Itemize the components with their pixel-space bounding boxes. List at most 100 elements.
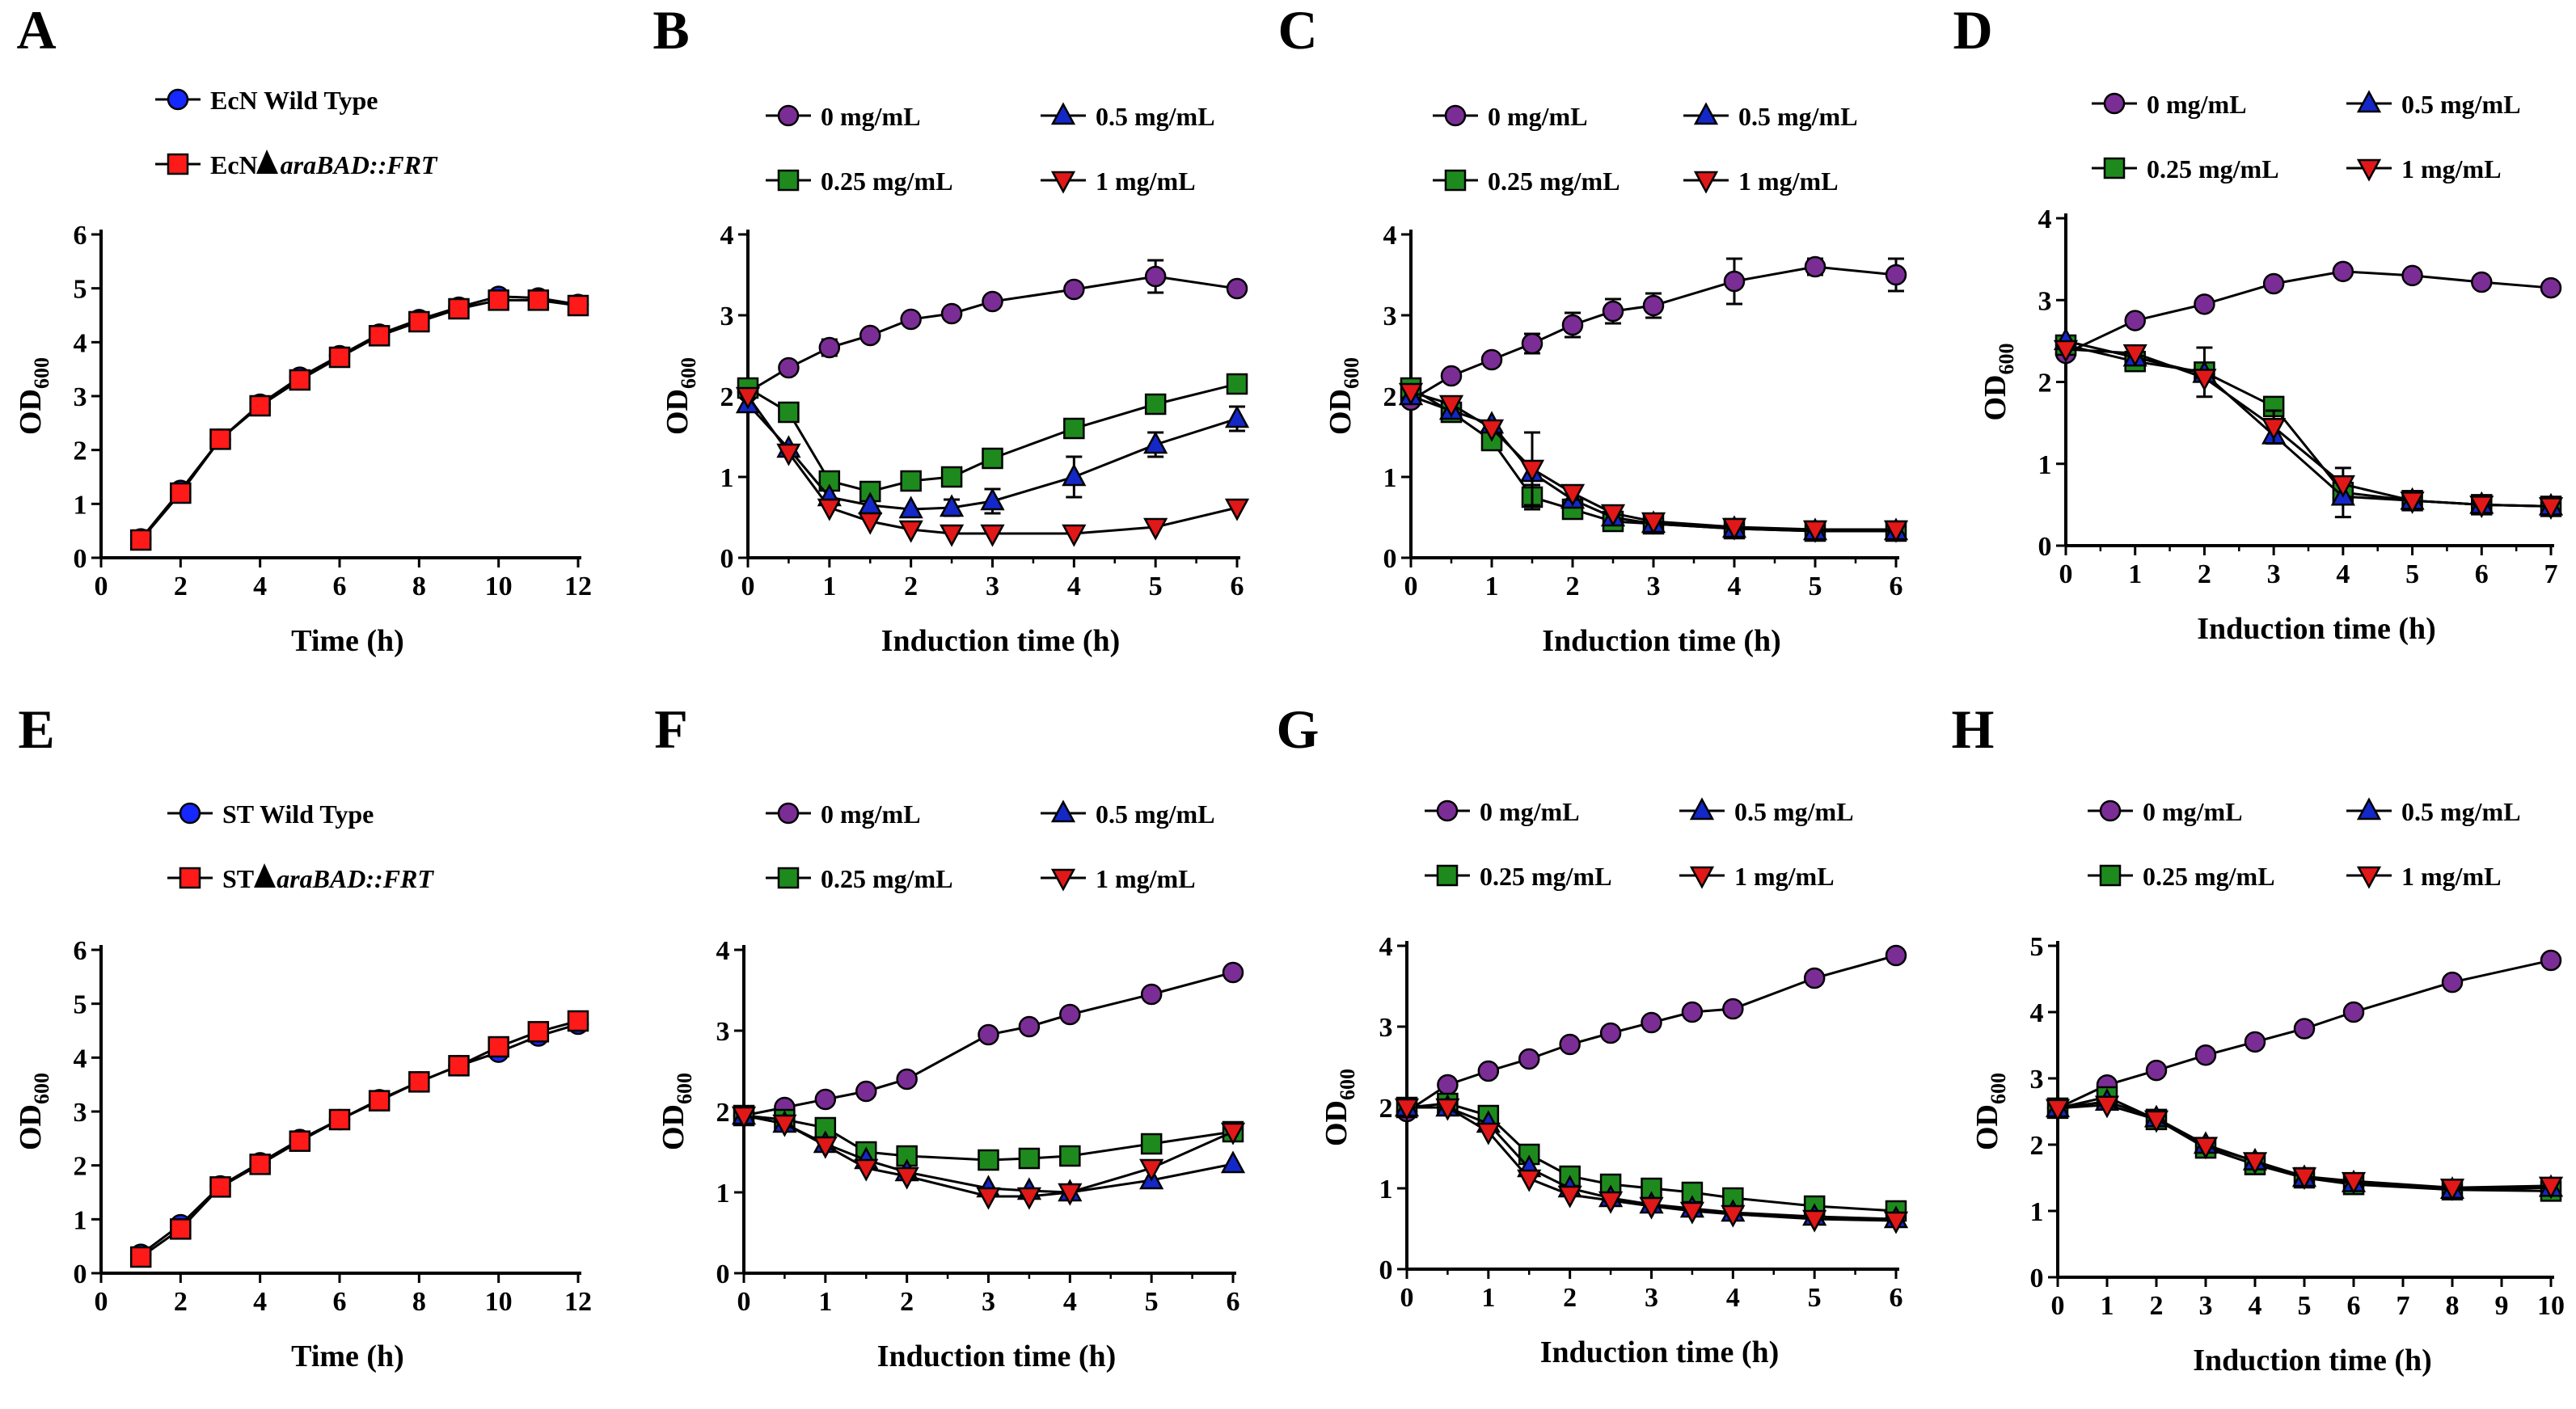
y-tick-label: 1 [2030,1197,2044,1227]
data-point [980,524,1005,547]
series-st [129,1010,589,1268]
data-point [2540,276,2562,299]
data-point [1681,1001,1704,1023]
series-st-wild-type [129,1013,589,1265]
data-point [1602,300,1624,323]
data-point [978,1149,999,1171]
y-tick-label: 1 [720,463,734,493]
panel-letter: C [1277,0,1317,61]
x-tick-label: 4 [1063,1287,1077,1317]
data-point [527,289,550,311]
data-point [1018,1015,1041,1038]
legend-label: EcN araBAD::FRT [210,150,438,179]
y-tick-label: 1 [74,1205,87,1235]
x-tick-label: 6 [1890,572,1903,601]
panel-c: C 0 1 2 3 4 0 1 2 3 4 5 6 Induction time (h) OD600 0 mg… [1277,0,1909,658]
series-line [743,1114,1234,1198]
legend-label: 0 mg/mL [2147,90,2247,119]
legend-label: 1 mg/mL [2401,862,2502,891]
data-point [1476,1122,1501,1145]
data-point [209,428,231,450]
data-point [2538,1176,2564,1200]
data-point [982,290,1003,313]
data-point [488,1036,509,1058]
x-tick-label: 5 [1809,572,1822,601]
x-tick-label: 10 [2537,1291,2565,1321]
data-point [448,297,470,320]
legend-marker [777,867,800,889]
y-tick-label: 4 [74,1044,87,1074]
y-tick-label: 0 [1379,1255,1393,1285]
x-tick-label: 6 [333,572,347,601]
data-point [2193,1137,2219,1160]
data-point [1519,459,1545,483]
data-point [2439,1179,2465,1201]
data-point [1641,1011,1662,1034]
legend-label: 0 mg/mL [821,102,921,131]
y-axis-label: OD600 [657,1073,696,1150]
data-point [976,1187,1001,1210]
data-point [1063,417,1085,440]
data-point [1885,944,1907,967]
data-point [2194,1044,2217,1066]
data-point [2045,1099,2071,1122]
legend-marker [1436,799,1459,822]
x-tick-label: 0 [741,572,755,601]
x-tick-label: 3 [986,572,999,601]
data-point [567,1010,589,1032]
legend-marker [777,802,800,825]
data-point [129,1246,152,1268]
y-tick-label: 4 [2038,205,2052,234]
x-tick-label: 2 [174,572,188,601]
data-point [1220,1122,1246,1145]
x-tick-label: 1 [2101,1291,2114,1321]
data-point [1018,1147,1041,1170]
data-point [818,336,841,359]
x-tick-label: 6 [1227,1287,1240,1317]
data-point [170,482,192,504]
legend-marker [777,169,800,192]
data-point [289,369,311,391]
data-point [1477,1060,1500,1082]
y-tick-label: 2 [2038,369,2052,399]
x-tick-label: 2 [2150,1291,2164,1321]
x-tick-label: 5 [1149,572,1163,601]
data-point [2469,496,2494,518]
y-tick-label: 3 [2030,1065,2044,1095]
data-point [1721,1204,1746,1228]
data-point [289,1130,311,1152]
data-point [982,447,1003,470]
series-1-mg-ml [2053,340,2564,521]
series-line [2065,270,2552,355]
data-point [1885,264,1907,286]
series-line [140,295,579,540]
legend-marker [1050,799,1076,823]
data-point [129,529,152,551]
legend-label: ST araBAD::FRT [222,864,434,893]
data-point [2122,344,2147,367]
data-point [1144,393,1167,416]
series-0-mg-ml [733,961,1244,1127]
data-point [2192,369,2217,392]
y-axis-label: OD600 [1320,1069,1359,1146]
legend-label: 0.25 mg/mL [1488,167,1620,196]
data-point [2540,949,2562,972]
y-tick-label: 2 [1383,382,1397,412]
y-tick-label: 0 [720,544,734,574]
data-point [2291,1167,2317,1190]
data-point [1063,278,1085,301]
x-axis-label: Induction time (h) [1540,1335,1780,1369]
x-tick-label: 2 [904,572,918,601]
y-tick-label: 1 [716,1179,730,1209]
data-point [898,496,923,519]
x-tick-label: 4 [253,1287,267,1317]
panel-b: B 0 1 2 3 4 0 1 2 3 4 5 6 Induction time (h) OD600 0 mg… [652,0,1250,658]
x-tick-label: 4 [1728,572,1742,601]
data-point [1220,1150,1246,1174]
series-line [1410,386,1896,533]
x-tick-label: 3 [1645,1283,1658,1313]
legend-label: 0.25 mg/mL [1480,862,1612,891]
data-point [2342,1001,2365,1023]
data-point [1802,1209,1827,1233]
